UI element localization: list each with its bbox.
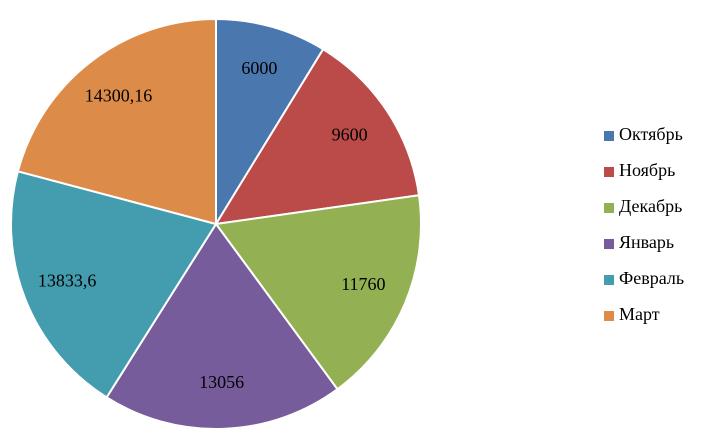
legend-swatch <box>604 311 614 321</box>
pie-slice <box>16 17 217 226</box>
legend-swatch <box>604 239 614 249</box>
legend-label: Октябрь <box>619 124 683 144</box>
legend-swatch <box>604 131 614 141</box>
data-label: 6000 <box>241 58 277 78</box>
pie-slice <box>214 194 422 391</box>
data-label: 13056 <box>199 372 244 392</box>
legend-label: Январь <box>619 232 674 252</box>
legend-label: Февраль <box>619 268 684 288</box>
legend-label: Март <box>619 304 660 324</box>
pie-slice <box>10 170 218 399</box>
data-label: 9600 <box>332 124 368 144</box>
data-label: 11760 <box>341 274 385 294</box>
legend-swatch <box>604 167 614 177</box>
pie-slice <box>105 222 339 430</box>
legend-label: Ноябрь <box>619 160 675 180</box>
legend-label: Декабрь <box>619 196 682 216</box>
legend-swatch <box>604 203 614 213</box>
data-label: 14300,16 <box>85 85 153 105</box>
pie-slice <box>214 47 421 226</box>
pie-slice <box>215 17 325 228</box>
legend-swatch <box>604 275 614 285</box>
data-label: 13833,6 <box>38 271 97 291</box>
